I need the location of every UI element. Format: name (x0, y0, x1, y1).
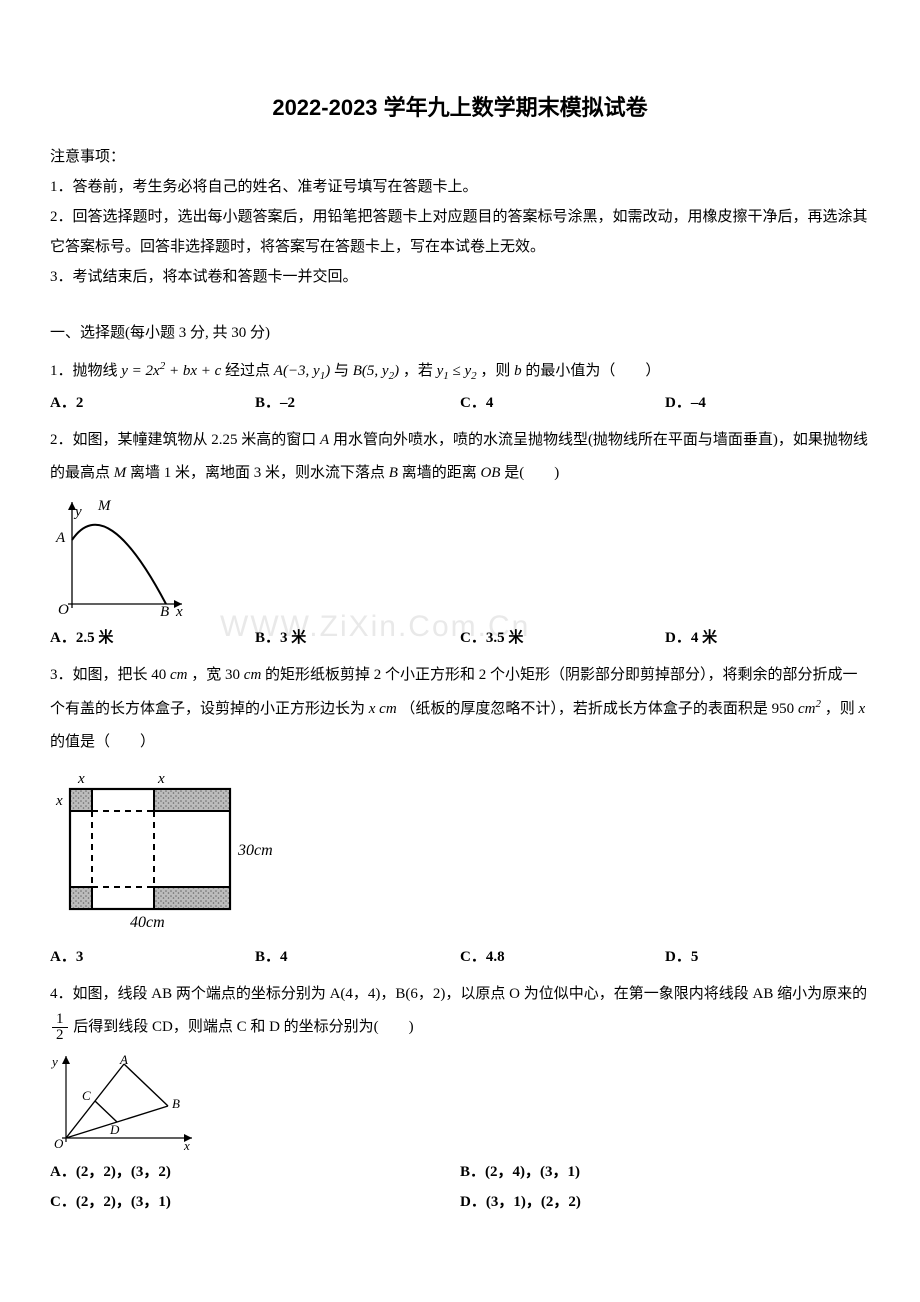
q2-opt-a: 2.5 米 (76, 630, 114, 646)
q3-ta: 3．如图，把长 40 (50, 667, 166, 683)
notice-heading: 注意事项： (50, 142, 870, 172)
q2-opt-b: 3 米 (280, 630, 306, 646)
svg-text:M: M (97, 498, 112, 514)
q4-ta: 4．如图，线段 AB 两个端点的坐标分别为 A(4，4)，B(6，2)，以原点 … (50, 986, 867, 1002)
q4-figure: A B C D O x y (50, 1050, 870, 1155)
notice-3: 3．考试结束后，将本试卷和答题卡一并交回。 (50, 262, 870, 292)
q2-tc: 离墙 1 米，离地面 3 米，则水流下落点 (130, 465, 389, 481)
q1-mid3: ，若 (403, 363, 437, 379)
q3-tf: 的值是（ ） (50, 734, 155, 750)
q1-prefix: 1．抛物线 (50, 363, 121, 379)
q4-frac: 1 2 (52, 1012, 68, 1043)
svg-text:x: x (55, 793, 63, 809)
q1-pointB: B(5, y2) (353, 363, 399, 379)
svg-text:x: x (77, 771, 85, 787)
q2-figure: A M y O B x (50, 496, 870, 621)
page-title: 2022-2023 学年九上数学期末模拟试卷 (50, 90, 870, 122)
svg-text:B: B (172, 1096, 180, 1111)
q1-pointA: A(−3, y1) (274, 363, 330, 379)
q4-frac-den: 2 (52, 1028, 68, 1043)
q4-opt-c: (2，2)，(3，1) (76, 1194, 171, 1210)
svg-text:A: A (119, 1052, 128, 1067)
svg-text:C: C (82, 1088, 91, 1103)
q1-mid1: 经过点 (225, 363, 274, 379)
svg-text:x: x (175, 604, 183, 616)
q3-u1: cm (166, 667, 187, 683)
svg-text:x: x (157, 771, 165, 787)
q2-ta: 2．如图，某幢建筑物从 2.25 米高的窗口 (50, 432, 320, 448)
q3-x2: x (858, 701, 865, 717)
svg-text:y: y (73, 504, 82, 520)
notice-2: 2．回答选择题时，选出每小题答案后，用铅笔把答题卡上对应题目的答案标号涂黑，如需… (50, 202, 870, 262)
q2-opt-d: 4 米 (691, 630, 717, 646)
q2-OB: OB (480, 465, 500, 481)
q4-frac-num: 1 (52, 1012, 68, 1028)
q1-opt-b: –2 (280, 395, 295, 411)
q2-A: A (320, 432, 329, 448)
section-1-title: 一、选择题(每小题 3 分, 共 30 分) (50, 318, 870, 348)
q3-options: A．3 B．4 C．4.8 D．5 (50, 942, 870, 972)
q1-mid4: ，则 (480, 363, 514, 379)
question-2: 2．如图，某幢建筑物从 2.25 米高的窗口 A 用水管向外喷水，喷的水流呈抛物… (50, 424, 870, 490)
q3-opt-a: 3 (76, 949, 84, 965)
question-3: 3．如图，把长 40 cm ，宽 30 cm 的矩形纸板剪掉 2 个小正方形和 … (50, 659, 870, 759)
notice-1: 1．答卷前，考生务必将自己的姓名、准考证号填写在答题卡上。 (50, 172, 870, 202)
q1-tail: 的最小值为（ ） (525, 363, 660, 379)
q1-b: b (514, 363, 522, 379)
q1-opt-a: 2 (76, 395, 84, 411)
q3-te: ，则 (825, 701, 859, 717)
q1-options: A．2 B．–2 C．4 D．–4 (50, 388, 870, 418)
svg-text:O: O (54, 1136, 64, 1150)
q3-opt-b: 4 (280, 949, 288, 965)
q2-opt-c: 3.5 米 (486, 630, 524, 646)
q2-td: 离墙的距离 (402, 465, 481, 481)
q3-x: x cm (369, 701, 397, 717)
q2-M: M (114, 465, 127, 481)
q1-formula: y = 2x2 + bx + c (121, 363, 221, 379)
q3-figure: x x x 30cm 40cm (50, 765, 870, 940)
q3-opt-c: 4.8 (486, 949, 505, 965)
q4-options: A．(2，2)，(3，2) B．(2，4)，(3，1) C．(2，2)，(3，1… (50, 1157, 870, 1217)
q2-B: B (389, 465, 398, 481)
q4-opt-b: (2，4)，(3，1) (485, 1164, 580, 1180)
svg-text:y: y (50, 1054, 58, 1069)
question-1: 1．抛物线 y = 2x2 + bx + c 经过点 A(−3, y1) 与 B… (50, 354, 870, 388)
q4-tb: 后得到线段 CD，则端点 C 和 D 的坐标分别为( ) (73, 1019, 413, 1035)
q1-opt-d: –4 (691, 395, 706, 411)
q3-fig-w: 40cm (130, 914, 165, 931)
q3-u3: cm2 (798, 701, 821, 717)
q3-fig-h: 30cm (237, 842, 273, 859)
q3-tb: ，宽 30 (191, 667, 240, 683)
q2-options: A．2.5 米 B．3 米 C．3.5 米 D．4 米 (50, 623, 870, 653)
q4-opt-d: (3，1)，(2，2) (486, 1194, 581, 1210)
q3-opt-d: 5 (691, 949, 699, 965)
q4-opt-a: (2，2)，(3，2) (76, 1164, 171, 1180)
q3-u2: cm (240, 667, 261, 683)
q3-td: （纸板的厚度忽略不计），若折成长方体盒子的表面积是 950 (400, 701, 798, 717)
svg-text:A: A (55, 530, 66, 546)
q1-cond: y1 ≤ y2 (437, 363, 477, 379)
svg-text:O: O (58, 602, 69, 616)
svg-text:B: B (160, 604, 169, 616)
q1-mid2: 与 (334, 363, 353, 379)
q2-te: 是( ) (504, 465, 559, 481)
svg-text:D: D (109, 1122, 120, 1137)
question-4: 4．如图，线段 AB 两个端点的坐标分别为 A(4，4)，B(6，2)，以原点 … (50, 978, 870, 1044)
q1-opt-c: 4 (486, 395, 494, 411)
svg-text:x: x (183, 1138, 190, 1150)
